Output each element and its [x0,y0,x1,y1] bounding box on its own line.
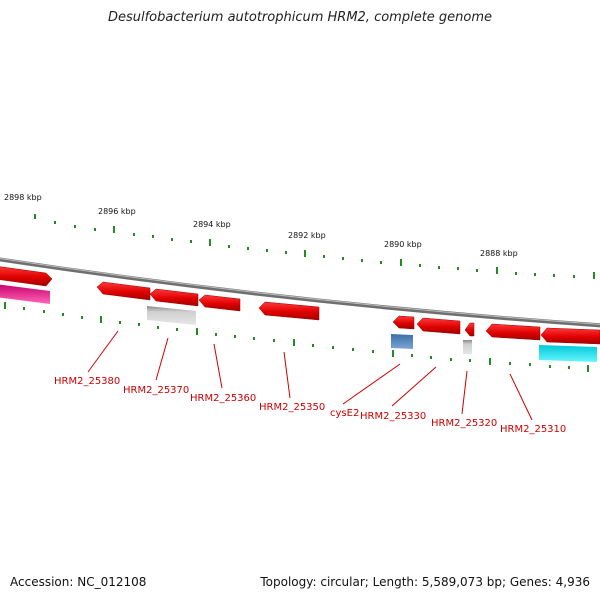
outer-tick-row [34,214,595,279]
leader-line [461,370,468,415]
leader-line [509,373,533,421]
gene-arrow[interactable] [485,323,541,341]
gene-arrow[interactable] [198,294,241,312]
forward-genes [0,266,600,345]
gene-labels: HRM2_25380 HRM2_25370 HRM2_25360 HRM2_25… [54,376,566,435]
gene-arrow[interactable] [464,322,475,337]
leader-line [87,330,119,373]
genome-backbone-highlight [0,257,600,325]
gene-label[interactable]: HRM2_25370 [123,385,189,396]
kbp-label: 2888 kbp [480,249,518,258]
gene-arrow[interactable] [540,327,600,345]
gene-label[interactable]: cysE2 [330,408,359,419]
kbp-label: 2894 kbp [193,220,231,229]
gene-arrow[interactable] [258,301,320,321]
gene-label[interactable]: HRM2_25330 [360,411,426,422]
leader-line [213,343,223,389]
genome-title: Desulfobacterium autotrophicum HRM2, com… [107,10,493,25]
other-features [0,284,597,362]
leader-lines [87,330,533,421]
feature-gray-small[interactable] [463,340,472,354]
feature-blue[interactable] [391,334,413,349]
kbp-label: 2898 kbp [4,193,42,202]
gene-arrow[interactable] [149,288,199,307]
gene-label[interactable]: HRM2_25380 [54,376,120,387]
kbp-label: 2896 kbp [98,207,136,216]
feature-magenta[interactable] [0,284,50,304]
kbp-label: 2890 kbp [384,240,422,249]
kbp-labels: 2898 kbp 2896 kbp 2894 kbp 2892 kbp 2890… [4,193,518,258]
gene-arrow[interactable] [392,315,415,330]
leader-line [283,351,291,399]
gene-arrow[interactable] [416,317,461,335]
gene-label[interactable]: HRM2_25320 [431,418,497,429]
leader-line [155,337,169,381]
leader-line [342,363,401,405]
accession-label: Accession: NC_012108 [10,575,147,589]
genome-backbone [0,257,600,328]
feature-gray[interactable] [147,306,196,325]
gene-label[interactable]: HRM2_25360 [190,393,256,404]
leader-line [391,366,437,407]
feature-cyan[interactable] [539,345,597,362]
summary-label: Topology: circular; Length: 5,589,073 bp… [260,575,590,589]
gene-arrow[interactable] [96,281,151,301]
gene-label[interactable]: HRM2_25310 [500,424,566,435]
inner-tick-row [4,302,589,372]
gene-label[interactable]: HRM2_25350 [259,402,325,413]
gene-arrow[interactable] [0,266,53,287]
kbp-label: 2892 kbp [288,231,326,240]
